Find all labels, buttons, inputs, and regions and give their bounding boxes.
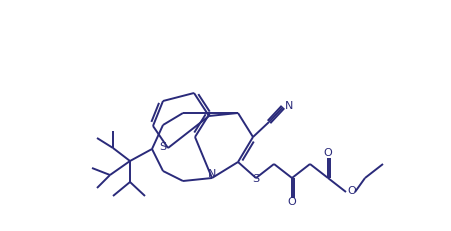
Text: O: O [347, 186, 355, 196]
Text: S: S [252, 174, 259, 184]
Text: N: N [207, 169, 216, 179]
Text: O: O [323, 148, 331, 158]
Text: O: O [287, 197, 296, 207]
Text: S: S [159, 142, 166, 152]
Text: N: N [284, 101, 293, 111]
